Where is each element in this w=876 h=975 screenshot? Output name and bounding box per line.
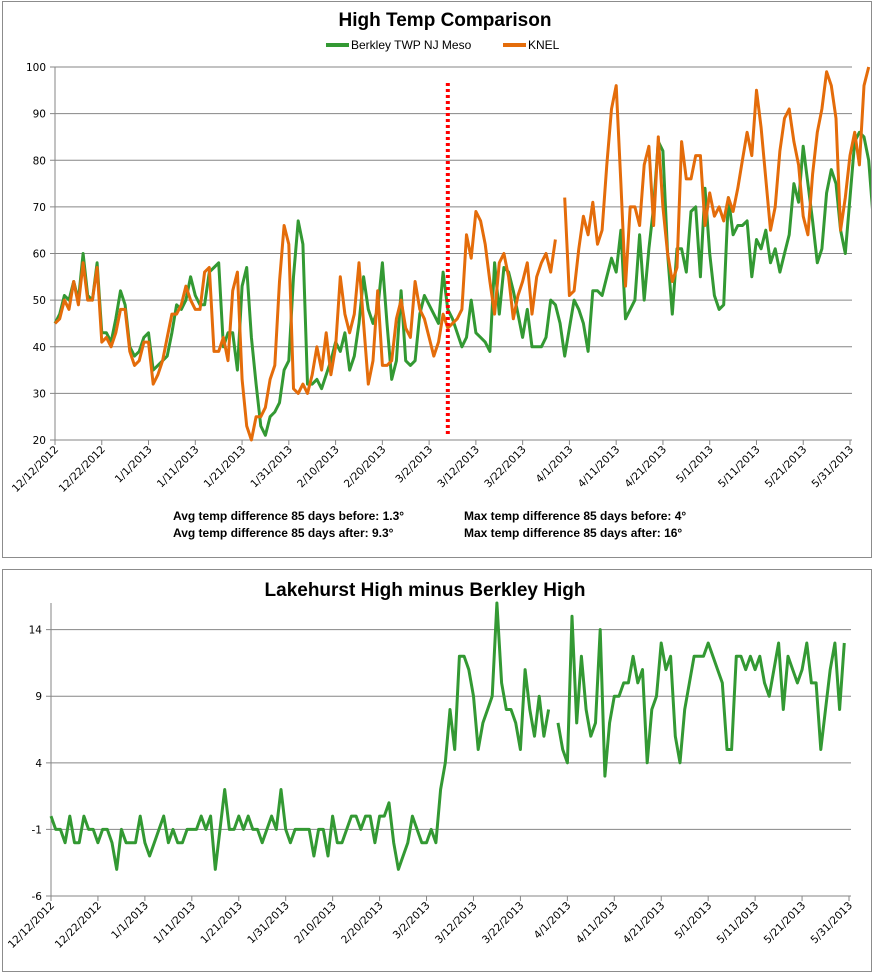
x-tick-label: 12/22/2012 [53, 900, 104, 951]
note-avg-after: Avg temp difference 85 days after: 9.3° [173, 526, 394, 540]
x-tick-label: 4/21/2013 [623, 444, 670, 491]
y-tick-label: 50 [33, 295, 46, 307]
x-tick-label: 3/12/2013 [433, 900, 480, 947]
y-tick-label: 100 [26, 62, 46, 74]
x-tick-label: 2/10/2013 [292, 900, 339, 947]
x-tick-label: 5/11/2013 [716, 444, 763, 491]
x-tick-label: 5/21/2013 [763, 444, 810, 491]
series-line [563, 66, 871, 297]
chart-title: Lakehurst High minus Berkley High [265, 580, 586, 601]
chart-title: High Temp Comparison [339, 10, 552, 31]
x-tick-label: 4/21/2013 [621, 900, 668, 947]
y-tick-label: 90 [33, 109, 46, 121]
note-avg-before: Avg temp difference 85 days before: 1.3° [173, 509, 404, 523]
x-tick-label: 1/11/2013 [151, 900, 198, 947]
x-tick-label: 1/21/2013 [202, 444, 249, 491]
series-line [556, 614, 846, 778]
x-tick-label: 3/22/2013 [480, 900, 527, 947]
x-tick-label: 4/1/2013 [532, 900, 574, 942]
y-tick-label: 60 [33, 249, 46, 261]
x-tick-label: 4/11/2013 [574, 900, 621, 947]
x-tick-label: 5/1/2013 [672, 900, 714, 942]
chart-legend: Berkley TWP NJ Meso KNEL [326, 38, 560, 52]
x-tick-label: 1/1/2013 [113, 444, 155, 486]
x-tick-label: 3/2/2013 [393, 444, 435, 486]
x-tick-label: 5/21/2013 [762, 900, 809, 947]
x-tick-label: 1/31/2013 [245, 900, 292, 947]
x-tick-label: 3/2/2013 [391, 900, 433, 942]
x-tick-label: 12/22/2012 [57, 444, 108, 495]
y-tick-label: 30 [33, 388, 46, 400]
series-line [53, 210, 557, 442]
legend-label-berkley: Berkley TWP NJ Meso [351, 38, 472, 52]
x-tick-label: 5/11/2013 [715, 900, 762, 947]
x-tick-label: 4/11/2013 [576, 444, 623, 491]
x-tick-label: 3/22/2013 [482, 444, 529, 491]
x-tick-label: 1/1/2013 [109, 900, 151, 942]
x-tick-label: 12/12/2012 [6, 900, 57, 951]
x-tick-label: 1/21/2013 [198, 900, 245, 947]
high-temp-chart-svg: High Temp Comparison Berkley TWP NJ Meso… [10, 10, 871, 540]
legend-label-knel: KNEL [528, 38, 560, 52]
x-tick-label: 5/1/2013 [674, 444, 716, 486]
y-tick-label: 80 [33, 155, 46, 167]
y-tick-label: 40 [33, 342, 46, 354]
series-lakehurst-high-minus-berkley-high [49, 601, 846, 871]
y-tick-label: 4 [35, 758, 42, 770]
x-tick-label: 2/20/2013 [339, 900, 386, 947]
difference-chart: Lakehurst High minus Berkley High -6 -1 4 9… [2, 569, 872, 972]
x-tick-label: 2/10/2013 [295, 444, 342, 491]
x-tick-label: 4/1/2013 [534, 444, 576, 486]
y-tick-label: -1 [32, 824, 42, 836]
x-tick-label: 1/31/2013 [248, 444, 295, 491]
note-max-after: Max temp difference 85 days after: 16° [464, 526, 682, 540]
x-tick-label: 2/20/2013 [342, 444, 389, 491]
series-knel [53, 66, 871, 442]
y-tick-label: 70 [33, 202, 46, 214]
note-max-before: Max temp difference 85 days before: 4° [464, 509, 686, 523]
high-temp-comparison-chart: High Temp Comparison Berkley TWP NJ Meso… [2, 1, 872, 558]
y-tick-label: -6 [32, 891, 43, 903]
x-tick-label: 5/31/2013 [810, 444, 857, 491]
x-tick-label: 5/31/2013 [809, 900, 856, 947]
x-tick-label: 1/11/2013 [155, 444, 202, 491]
y-tick-label: 9 [35, 691, 42, 703]
difference-chart-svg: Lakehurst High minus Berkley High -6 -1 4 9… [6, 580, 856, 951]
x-tick-label: 3/12/2013 [435, 444, 482, 491]
x-tick-label: 12/12/2012 [10, 444, 61, 495]
y-tick-label: 20 [33, 435, 46, 447]
y-tick-label: 14 [29, 625, 43, 637]
